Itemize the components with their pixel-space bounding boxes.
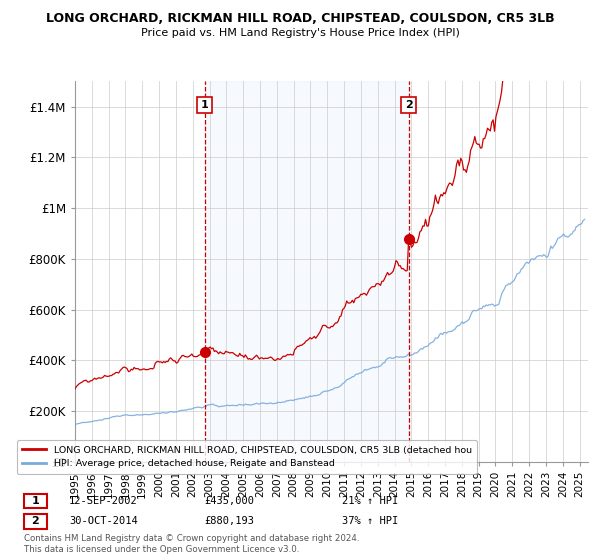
Text: Contains HM Land Registry data © Crown copyright and database right 2024.: Contains HM Land Registry data © Crown c… [24, 534, 359, 543]
Text: £435,000: £435,000 [204, 496, 254, 506]
Text: 1: 1 [32, 496, 39, 506]
Text: This data is licensed under the Open Government Licence v3.0.: This data is licensed under the Open Gov… [24, 545, 299, 554]
Text: LONG ORCHARD, RICKMAN HILL ROAD, CHIPSTEAD, COULSDON, CR5 3LB: LONG ORCHARD, RICKMAN HILL ROAD, CHIPSTE… [46, 12, 554, 25]
Text: 21% ↑ HPI: 21% ↑ HPI [342, 496, 398, 506]
Text: 1: 1 [200, 100, 208, 110]
Text: £880,193: £880,193 [204, 516, 254, 526]
Legend: LONG ORCHARD, RICKMAN HILL ROAD, CHIPSTEAD, COULSDON, CR5 3LB (detached hou, HPI: LONG ORCHARD, RICKMAN HILL ROAD, CHIPSTE… [17, 440, 478, 474]
Text: 37% ↑ HPI: 37% ↑ HPI [342, 516, 398, 526]
Text: 30-OCT-2014: 30-OCT-2014 [69, 516, 138, 526]
Text: 12-SEP-2002: 12-SEP-2002 [69, 496, 138, 506]
Bar [205, 81, 409, 462]
Text: 2: 2 [404, 100, 412, 110]
Text: Price paid vs. HM Land Registry's House Price Index (HPI): Price paid vs. HM Land Registry's House … [140, 28, 460, 38]
Text: 2: 2 [32, 516, 39, 526]
